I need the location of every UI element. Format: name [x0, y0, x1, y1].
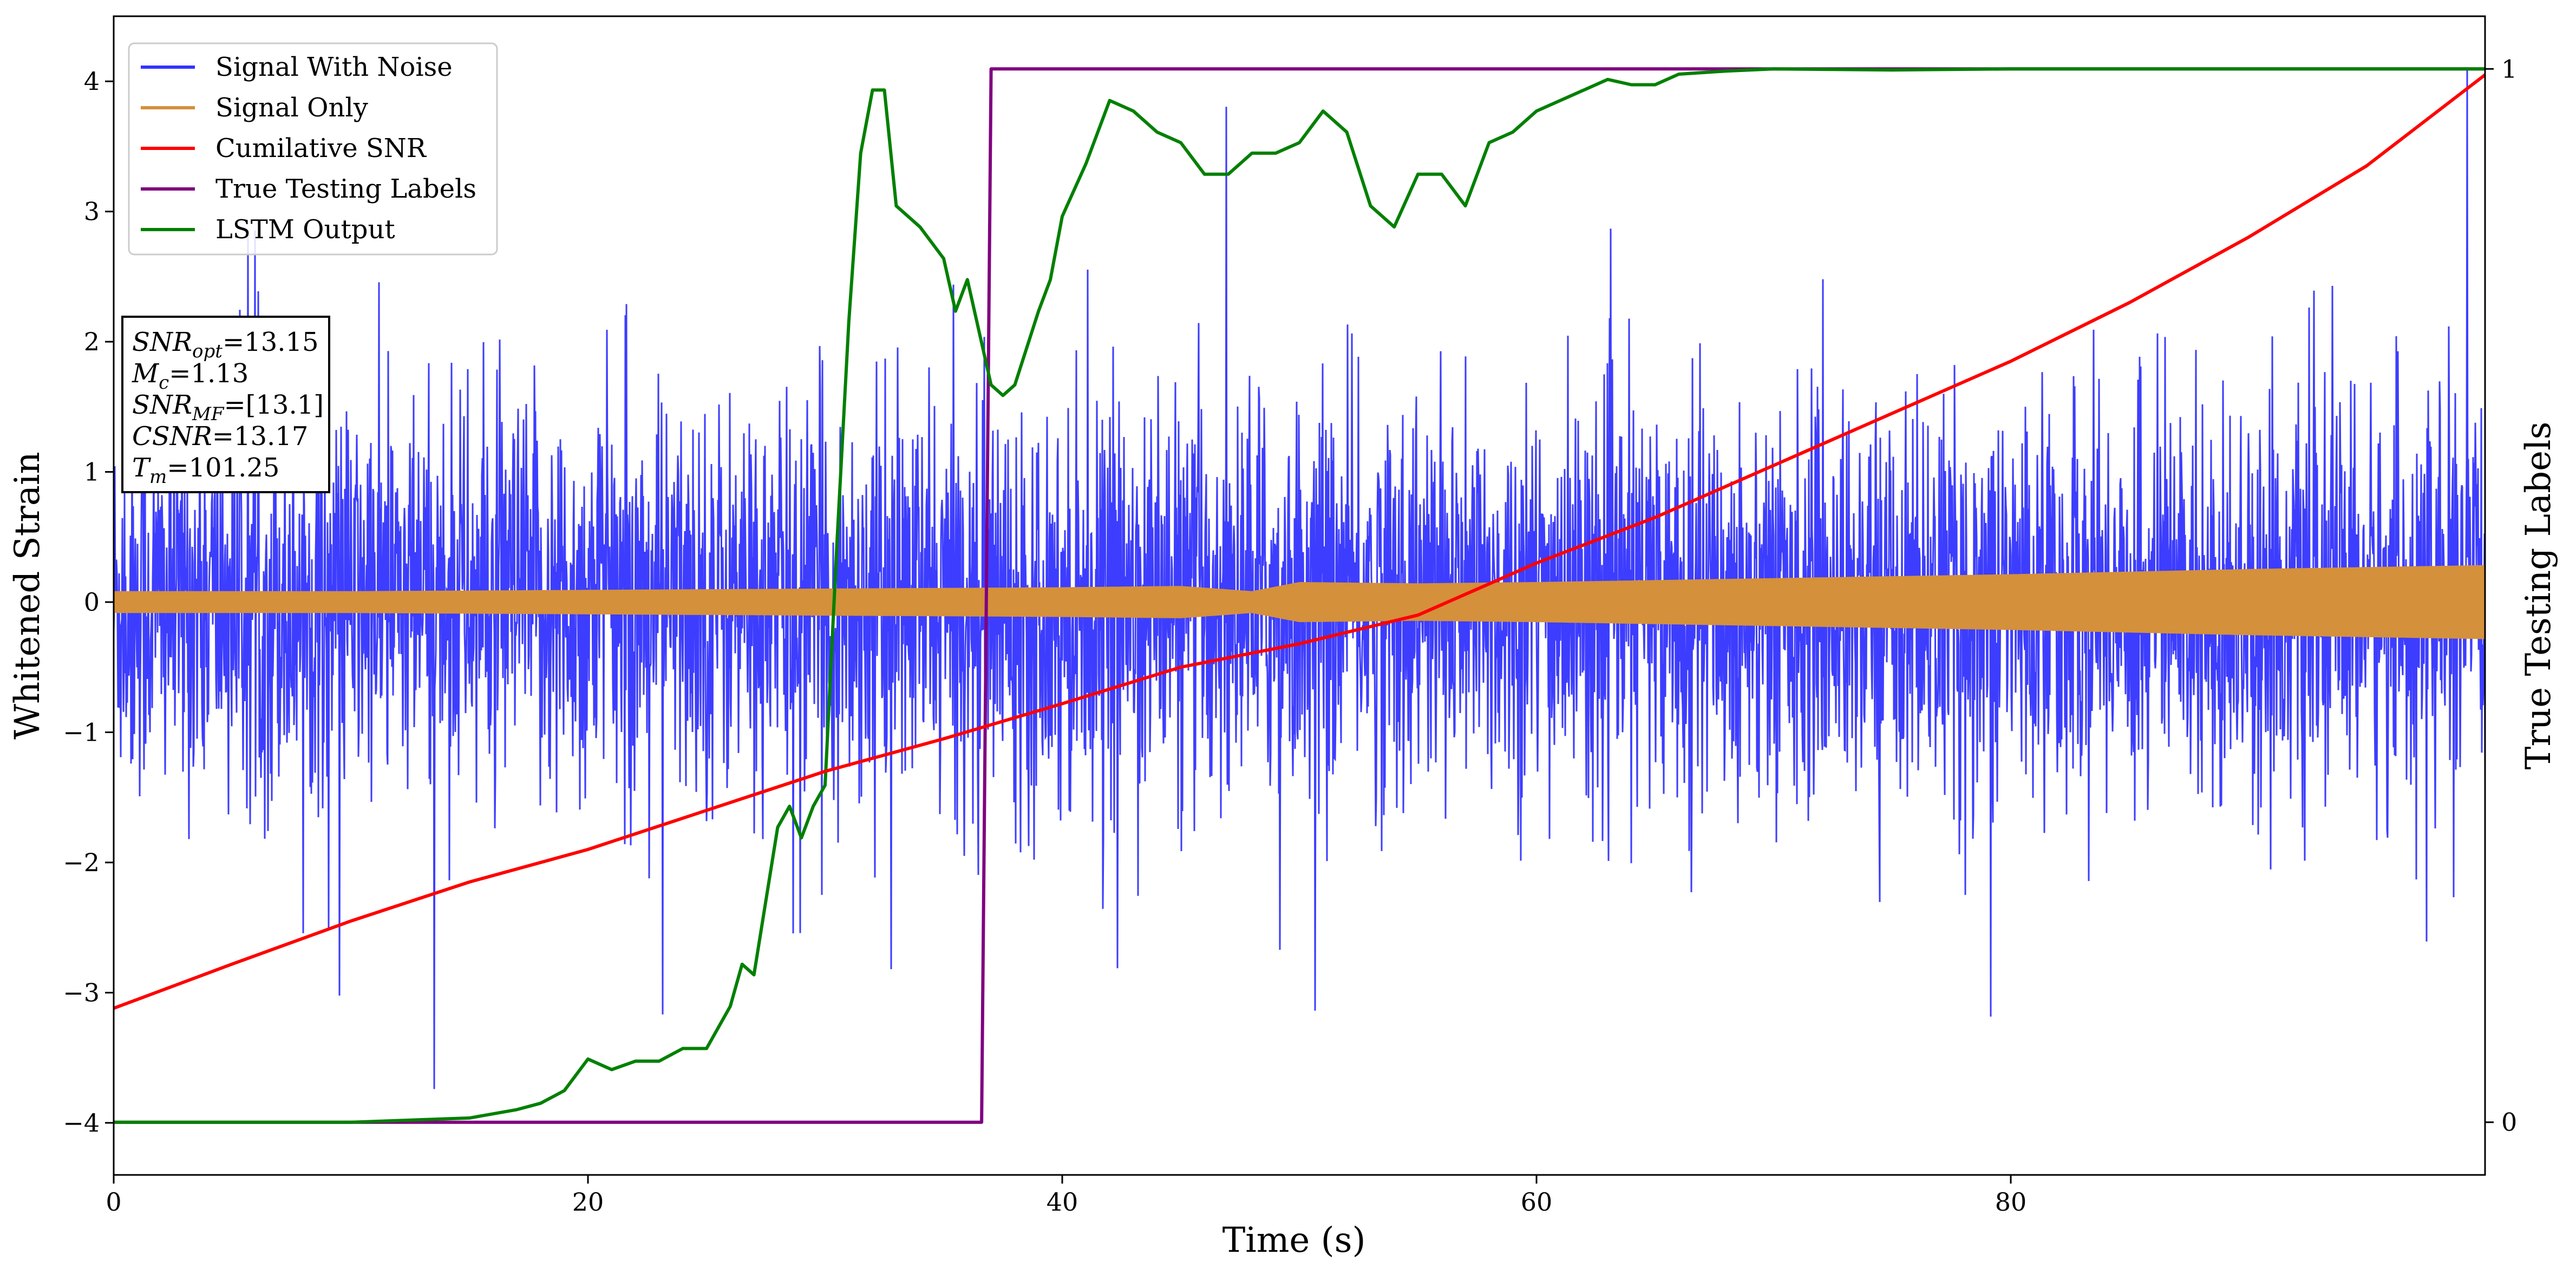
y-tick-label-0: 0: [84, 587, 100, 617]
series-signal-with-noise: [114, 68, 2485, 1089]
annotation-text: SNRopt=13.15 Mc=1.13 SNRMF=[13.1] CSNR=13.1…: [132, 327, 324, 488]
legend-label-signal-with-noise: Signal With Noise: [215, 52, 453, 82]
lstm-output-line: [114, 67, 2485, 1124]
x-tick-label-60: 60: [1521, 1187, 1553, 1217]
y-tick-label-3: 3: [84, 197, 100, 226]
series-cumulative-snr: [114, 73, 2485, 1010]
legend-label-cumilative-snr: Cumilative SNR: [215, 133, 427, 164]
x-axis: 0 20 40 60 80: [106, 1175, 2026, 1217]
x-tick-label-80: 80: [1995, 1187, 2027, 1217]
legend: Signal With Noise Signal Only Cumilative S…: [128, 42, 498, 256]
y2-axis-label: True Testing Labels: [2519, 422, 2559, 770]
y-tick-label-1: 1: [84, 458, 100, 487]
y-tick-label-2: 2: [84, 327, 100, 356]
y-tick-label--3: −3: [63, 978, 100, 1007]
legend-label-signal-only: Signal Only: [215, 93, 368, 123]
y-tick-label--1: −1: [63, 717, 100, 747]
x-axis-label: Time (s): [1222, 1220, 1366, 1260]
y-axis-right: 01: [2485, 54, 2517, 1137]
plot-frame: [113, 15, 2486, 1176]
y-tick-label--2: −2: [63, 848, 100, 877]
y-tick-label--4: −4: [63, 1108, 100, 1138]
legend-label-true-testing-labels: True Testing Labels: [215, 174, 476, 204]
signal-only-band: [114, 565, 2485, 639]
y-tick-label-4: 4: [84, 67, 100, 96]
legend-box: [128, 42, 498, 256]
y2-tick-label-1: 1: [2501, 54, 2517, 83]
parameter-annotation: SNRopt=13.15 Mc=1.13 SNRMF=[13.1] CSNR=13.1…: [121, 316, 330, 493]
annotation-box: [121, 316, 330, 493]
x-tick-label-40: 40: [1047, 1187, 1078, 1217]
y-axis-left: −4 −3 −2 −1 0 1 2 3 4: [63, 67, 114, 1138]
x-tick-label-20: 20: [572, 1187, 604, 1217]
signal-with-noise-line: [114, 68, 2485, 1089]
x-tick-label-0: 0: [106, 1187, 121, 1217]
y-axis-label: Whitened Strain: [8, 452, 48, 739]
y2-tick-label-0: 0: [2501, 1108, 2517, 1137]
legend-label-lstm-output: LSTM Output: [215, 214, 395, 245]
series-lstm-output: [114, 67, 2485, 1124]
series-signal-only: [114, 565, 2485, 639]
cumulative-snr-line: [114, 73, 2485, 1010]
plot-area: [114, 67, 2485, 1124]
